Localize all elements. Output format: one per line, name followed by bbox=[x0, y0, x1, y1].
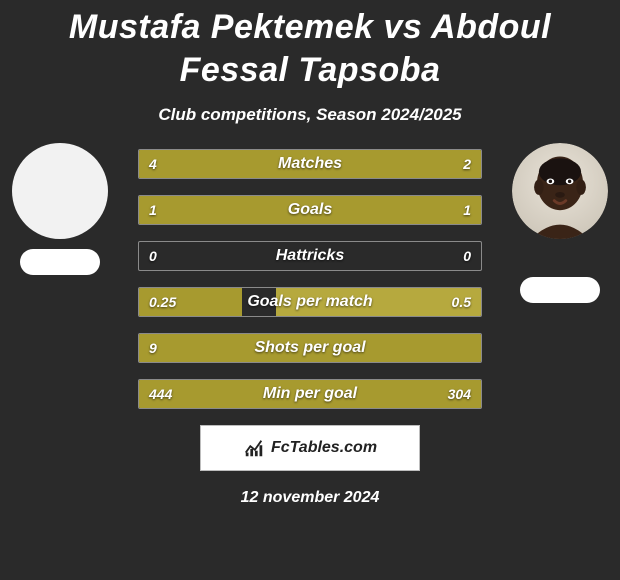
player2-name-badge bbox=[520, 277, 600, 303]
player2-avatar-icon bbox=[512, 143, 608, 239]
player2-avatar bbox=[512, 143, 608, 239]
page-title: Mustafa Pektemek vs Abdoul Fessal Tapsob… bbox=[0, 0, 620, 95]
bar-row: 0.250.5Goals per match bbox=[138, 287, 482, 317]
watermark-box: FcTables.com bbox=[200, 425, 420, 471]
bar-label: Hattricks bbox=[139, 242, 481, 270]
bar-value-right: 0 bbox=[463, 242, 471, 270]
bar-row: 0 0Hattricks bbox=[138, 241, 482, 271]
chart-icon bbox=[243, 437, 265, 459]
bar-fill-left bbox=[139, 334, 481, 362]
bar-value-right: 304 bbox=[448, 380, 471, 408]
comparison-bars: 42Matches11Goals00Hattricks0.250.5Goals … bbox=[138, 143, 482, 409]
bar-fill-left bbox=[139, 380, 481, 408]
bar-value-left: 0.25 bbox=[149, 288, 176, 316]
bar-value-left: 4 bbox=[149, 150, 157, 178]
bar-value-left: 9 bbox=[149, 334, 157, 362]
bar-fill-left bbox=[139, 150, 481, 178]
bar-row: 42Matches bbox=[138, 149, 482, 179]
bar-value-right: 2 bbox=[463, 150, 471, 178]
bar-fill-left bbox=[139, 196, 481, 224]
bar-value-right: 0.5 bbox=[452, 288, 471, 316]
date-text: 12 november 2024 bbox=[0, 489, 620, 507]
bar-value-left: 444 bbox=[149, 380, 172, 408]
bar-row: 11Goals bbox=[138, 195, 482, 225]
bar-row: 9Shots per goal bbox=[138, 333, 482, 363]
bar-value-left: 1 bbox=[149, 196, 157, 224]
watermark-text: FcTables.com bbox=[271, 439, 377, 457]
player1-avatar bbox=[12, 143, 108, 239]
bar-fill-right bbox=[276, 288, 481, 316]
bar-value-left: 0 bbox=[149, 242, 157, 270]
bar-value-right: 1 bbox=[463, 196, 471, 224]
comparison-area: 42Matches11Goals00Hattricks0.250.5Goals … bbox=[0, 143, 620, 507]
player1-name-badge bbox=[20, 249, 100, 275]
page-subtitle: Club competitions, Season 2024/2025 bbox=[0, 105, 620, 125]
bar-row: 444304Min per goal bbox=[138, 379, 482, 409]
